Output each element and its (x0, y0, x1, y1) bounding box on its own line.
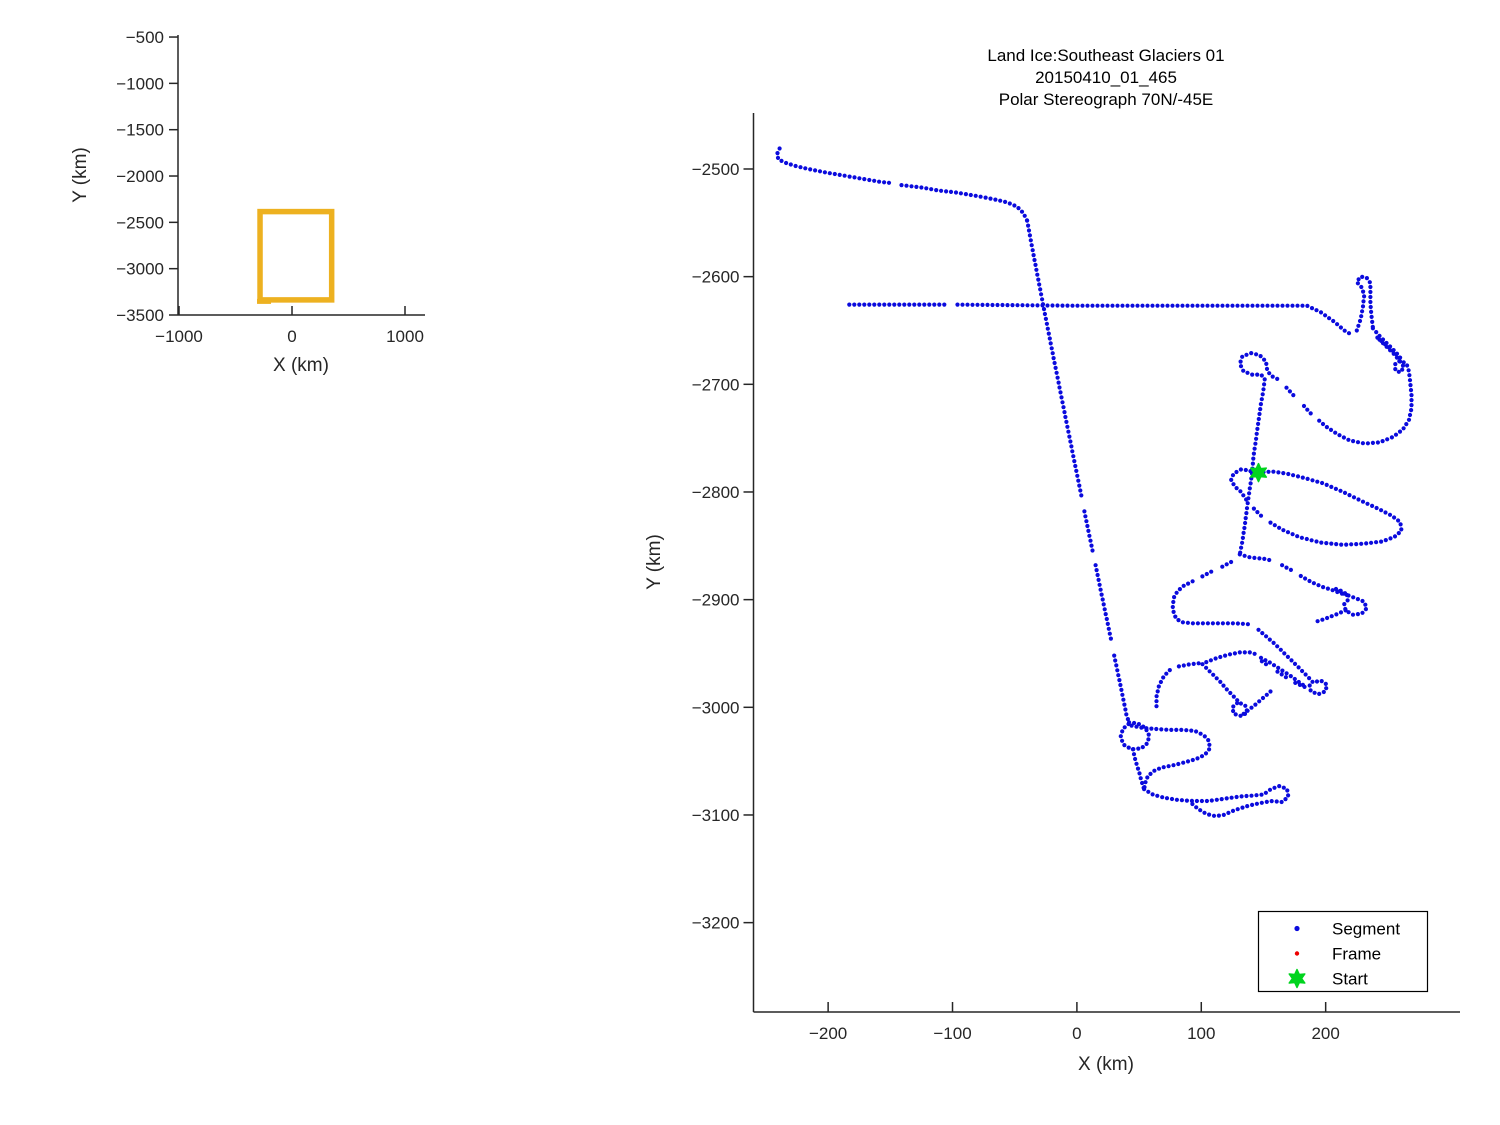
y-tick-label: −3500 (116, 306, 164, 325)
main-plot: −200 −100 0 100 200 −2500 −2600 −2700 −2800 −2900… (644, 46, 1460, 1075)
legend-box (1257, 910, 1429, 993)
title-line-3: Polar Stereograph 70N/-45E (999, 90, 1214, 109)
y-tick-label: −2700 (692, 375, 740, 394)
y-tick-label: −3100 (692, 806, 740, 825)
y-tick-label: −1000 (116, 74, 164, 93)
overview-axes: −1000 0 1000 −500 −1000 −1500 −2000 −2500 −3000 −… (116, 28, 425, 346)
x-tick-label: −200 (809, 1024, 847, 1043)
y-tick-label: −2000 (116, 167, 164, 186)
start-marker (1249, 462, 1268, 483)
y-tick-label: −3000 (692, 698, 740, 717)
y-tick-label: −3000 (116, 260, 164, 279)
main-axes: −200 −100 0 100 200 −2500 −2600 −2700 −2800 −2900… (692, 113, 1460, 1043)
y-tick-label: −2600 (692, 268, 740, 287)
y-tick-label: −2900 (692, 591, 740, 610)
y-tick-label: −2500 (116, 213, 164, 232)
legend-frame-dot-icon (1294, 951, 1300, 956)
x-tick-label: −1000 (155, 327, 203, 346)
x-tick-label: 200 (1311, 1024, 1339, 1043)
legend: Segment Frame Start (1257, 910, 1429, 993)
x-tick-label: 1000 (386, 327, 424, 346)
x-tick-label: 0 (1072, 1024, 1081, 1043)
x-tick-label: 0 (287, 327, 296, 346)
title-line-2: 20150410_01_465 (1035, 68, 1177, 87)
plot-title: Land Ice:Southeast Glaciers 01 20150410_… (987, 46, 1224, 109)
y-tick-label: −1500 (116, 121, 164, 140)
y-tick-label: −2500 (692, 160, 740, 179)
overview-coverage-box (257, 208, 335, 304)
main-x-axis-label: X (km) (1078, 1054, 1134, 1075)
legend-frame-label: Frame (1332, 945, 1381, 964)
main-y-axis-label: Y (km) (644, 534, 665, 590)
legend-segment-dot-icon (1294, 925, 1300, 932)
overview-plot: −1000 0 1000 −500 −1000 −1500 −2000 −2500 −3000 −… (70, 28, 425, 376)
x-tick-label: 100 (1187, 1024, 1215, 1043)
legend-start-label: Start (1332, 970, 1368, 989)
overview-y-axis-label: Y (km) (70, 147, 91, 203)
y-tick-label: −3200 (692, 914, 740, 933)
y-tick-label: −500 (126, 28, 164, 47)
legend-segment-label: Segment (1332, 920, 1400, 939)
legend-start-star-icon (1288, 968, 1306, 989)
segment-track-dots (775, 146, 1414, 818)
x-tick-label: −100 (933, 1024, 971, 1043)
y-tick-label: −2800 (692, 483, 740, 502)
title-line-1: Land Ice:Southeast Glaciers 01 (987, 46, 1224, 65)
overview-x-axis-label: X (km) (273, 355, 329, 376)
